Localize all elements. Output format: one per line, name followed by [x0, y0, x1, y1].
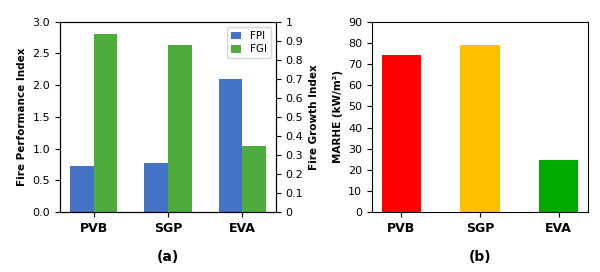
Y-axis label: Fire Performance Index: Fire Performance Index	[17, 48, 27, 186]
Bar	[460, 45, 500, 212]
Bar	[382, 55, 421, 212]
Text: (a): (a)	[157, 250, 179, 264]
Bar	[168, 45, 192, 212]
Bar	[94, 35, 118, 212]
Bar	[242, 146, 266, 212]
Bar	[218, 79, 242, 212]
Y-axis label: Fire Growth Index: Fire Growth Index	[309, 64, 319, 170]
Legend: FPI, FGI: FPI, FGI	[227, 27, 271, 58]
Y-axis label: MARHE (kW/m²): MARHE (kW/m²)	[332, 70, 343, 163]
Bar	[144, 163, 168, 212]
Text: (b): (b)	[469, 250, 491, 264]
Bar	[70, 166, 94, 212]
Bar	[539, 160, 578, 212]
